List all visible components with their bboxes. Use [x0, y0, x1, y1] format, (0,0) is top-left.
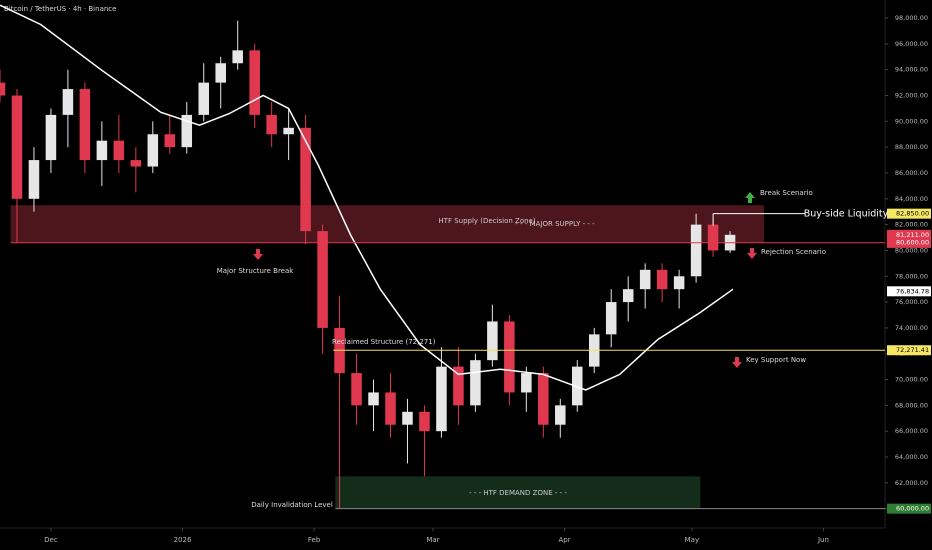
annotation: Buy-side Liquidity [804, 209, 889, 220]
candle-body [62, 89, 74, 115]
price-tag-label: 82,850.00 [896, 210, 929, 218]
y-tick-label: 92,000.00 [895, 92, 928, 100]
y-tick-label: 74,000.00 [895, 324, 928, 332]
y-tick-label: 90,000.00 [895, 117, 928, 125]
price-tag [887, 345, 931, 356]
x-tick-label: Mar [426, 536, 439, 544]
candle-body [215, 63, 226, 83]
candle-body [0, 82, 6, 96]
candle-body [690, 224, 702, 277]
arrow-up [745, 192, 755, 203]
candle-body [96, 140, 108, 161]
annotation: Major Structure Break [217, 267, 295, 275]
annotation: Break Scenario [760, 189, 813, 197]
candle-body [555, 405, 566, 425]
candle-body [639, 269, 651, 290]
price-tag-label: 80,600.00 [896, 239, 929, 247]
arrow-down [732, 357, 742, 368]
y-tick-label: 62,000.00 [895, 479, 928, 487]
candle-body [79, 89, 91, 161]
moving-average [0, 4, 734, 391]
candle-body [707, 224, 719, 251]
candle-body [300, 127, 311, 232]
price-tag-label: 60,000.00 [896, 505, 929, 513]
x-tick-label: Feb [308, 536, 321, 544]
candle-body [453, 366, 464, 406]
candle-body [147, 134, 159, 167]
arrow-down [747, 248, 757, 259]
y-tick-label: 82,000.00 [895, 221, 928, 229]
zone [335, 476, 701, 509]
zone [10, 205, 765, 243]
annotation: Daily Invalidation Level [251, 501, 333, 509]
y-tick-label: 68,000.00 [895, 401, 928, 409]
x-tick-label: Jun [817, 536, 829, 544]
candle-body [487, 321, 498, 361]
y-tick-label: 94,000.00 [895, 66, 928, 74]
y-tick-label: 88,000.00 [895, 143, 928, 151]
candle-body [351, 373, 362, 406]
candle-body [283, 127, 294, 135]
price-tag [887, 503, 931, 514]
candle-body [402, 411, 413, 425]
y-tick-label: 76,000.00 [895, 298, 928, 306]
candle-body [368, 392, 379, 406]
candle-body [521, 373, 532, 393]
candle-body [504, 321, 515, 393]
x-tick-label: Dec [44, 536, 58, 544]
x-tick-label: Apr [558, 536, 570, 544]
y-tick-label: 70,000.00 [895, 376, 928, 384]
annotation: - - - MAJOR SUPPLY - - - [515, 220, 595, 228]
candle-body [470, 360, 481, 406]
candle-body [385, 392, 396, 425]
y-tick-label: 64,000.00 [895, 453, 928, 461]
candle-body [249, 50, 260, 115]
candle-body [11, 95, 23, 199]
candle-body [656, 269, 668, 290]
candle-body [164, 134, 176, 148]
price-tag [887, 208, 931, 219]
candle-body [130, 160, 142, 167]
y-tick-label: 80,000.00 [895, 246, 928, 254]
candle-body [538, 373, 549, 425]
candle-body [232, 50, 243, 64]
candle-body [45, 114, 57, 161]
price-tag [887, 237, 931, 248]
y-tick-label: 78,000.00 [895, 272, 928, 280]
candle-body [317, 231, 328, 328]
annotation: Rejection Scenario [761, 248, 826, 256]
x-tick-label: 2026 [174, 536, 192, 544]
candle-body [673, 276, 685, 290]
x-tick-label: May [685, 536, 699, 544]
candle-body [266, 114, 277, 135]
annotation: Reclaimed Structure (72,271) [332, 338, 436, 346]
candle-body [181, 114, 193, 148]
candle-body [419, 411, 430, 432]
annotation: Key Support Now [746, 356, 806, 364]
candle-body [436, 366, 447, 432]
y-tick-label: 84,000.00 [895, 195, 928, 203]
y-tick-label: 86,000.00 [895, 169, 928, 177]
arrow-down [253, 249, 263, 260]
candle-body [605, 302, 617, 335]
candle-body [28, 160, 40, 199]
price-tag [887, 286, 931, 297]
y-tick-label: 96,000.00 [895, 40, 928, 48]
y-tick-label: 66,000.00 [895, 427, 928, 435]
chart-title: Bitcoin / TetherUS · 4h · Binance [4, 5, 116, 13]
price-tag-label: 81,211.00 [896, 231, 929, 239]
candle-body [198, 82, 210, 115]
candle-body [622, 289, 634, 303]
y-tick-label: 98,000.00 [895, 14, 928, 22]
annotation: - - - HTF DEMAND ZONE - - - [469, 489, 567, 497]
price-tag-label: 76,834.78 [896, 287, 929, 295]
price-tag-label: 72,271.41 [896, 346, 929, 354]
annotation: HTF Supply (Decision Zone) [438, 217, 535, 225]
candle-body [113, 140, 125, 161]
